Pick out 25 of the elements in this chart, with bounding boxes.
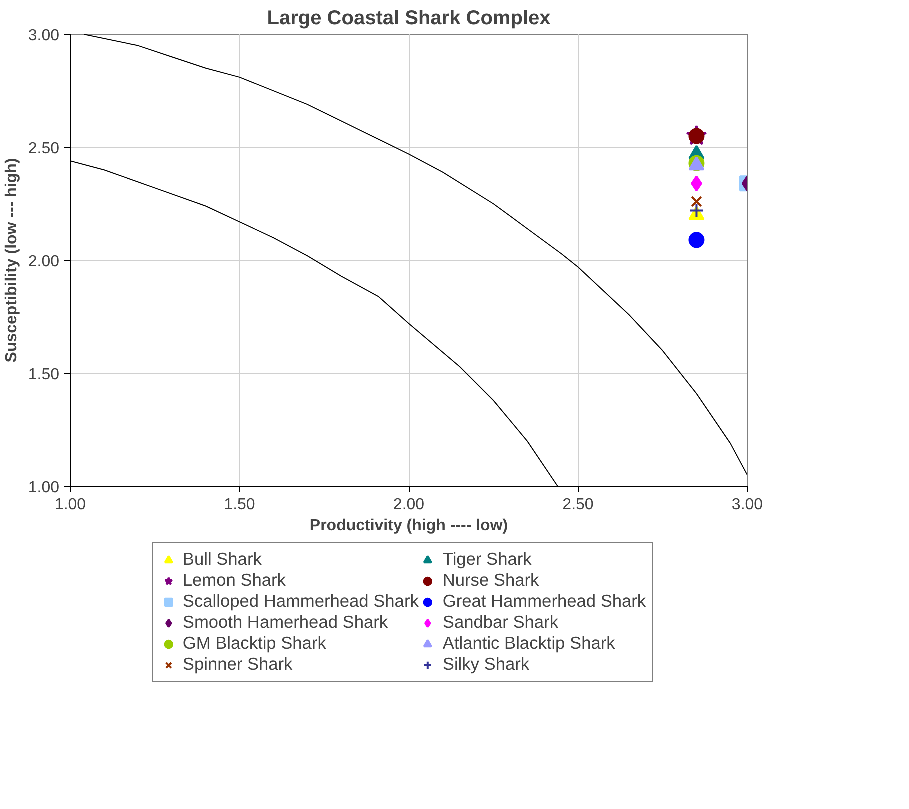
legend-label: Lemon Shark	[182, 570, 286, 591]
legend-label: Sandbar Shark	[442, 612, 558, 633]
y-axis-title: Susceptibility (low --- high)	[3, 158, 20, 363]
x-tick-label: 2.00	[393, 496, 425, 514]
legend-label: Smooth Hamerhead Shark	[182, 612, 388, 633]
y-tick-label: 1.50	[28, 366, 60, 384]
legend-label: Tiger Shark	[442, 549, 532, 570]
x-tick-label: 1.00	[54, 496, 86, 514]
y-tick-label: 2.50	[28, 140, 60, 158]
legend-label: GM Blacktip Shark	[182, 633, 326, 654]
y-tick-label: 1.00	[28, 480, 60, 496]
legend-label: Great Hammerhead Shark	[442, 591, 646, 612]
y-tick-label: 2.00	[28, 254, 60, 270]
x-tick-label: 1.50	[224, 496, 256, 514]
x-tick-label: 3.00	[732, 496, 764, 514]
legend-label: Scalloped Hammerhead Shark	[182, 591, 419, 612]
legend-label: Bull Shark	[182, 549, 262, 570]
legend-label: Silky Shark	[442, 654, 530, 675]
chart-title: Large Coastal Shark Complex	[267, 8, 551, 30]
x-axis-title: Productivity (high ---- low)	[310, 518, 508, 534]
y-tick-label: 3.00	[28, 28, 60, 44]
legend-label: Nurse Shark	[442, 570, 540, 591]
x-tick-label: 2.50	[562, 496, 594, 514]
legend-label: Atlantic Blacktip Shark	[442, 633, 616, 654]
legend-label: Spinner Shark	[182, 654, 293, 675]
